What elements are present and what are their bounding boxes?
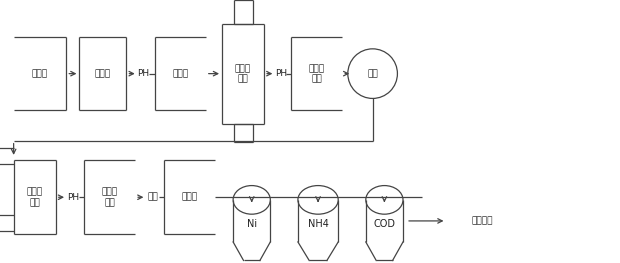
Text: 综合池: 综合池 xyxy=(32,69,48,78)
Text: 第二反
应池: 第二反 应池 xyxy=(27,188,43,207)
Text: Ni: Ni xyxy=(247,219,257,229)
Text: 第二沉
淀池: 第二沉 淀池 xyxy=(102,188,118,207)
Text: 第一反
应池: 第一反 应池 xyxy=(235,64,251,83)
Text: PH: PH xyxy=(275,69,287,78)
Text: 达标排放: 达标排放 xyxy=(471,216,493,225)
Text: PH: PH xyxy=(67,193,79,202)
Text: 加药: 加药 xyxy=(367,69,378,78)
Text: NH4: NH4 xyxy=(308,219,329,229)
Text: 调节池: 调节池 xyxy=(172,69,188,78)
Text: 加药: 加药 xyxy=(147,193,158,202)
Text: PH: PH xyxy=(137,69,149,78)
Text: 破氰池: 破氰池 xyxy=(181,193,197,202)
Text: 第一沉
淀池: 第一沉 淀池 xyxy=(309,64,325,83)
Text: 气浮机: 气浮机 xyxy=(95,69,111,78)
Text: COD: COD xyxy=(373,219,396,229)
